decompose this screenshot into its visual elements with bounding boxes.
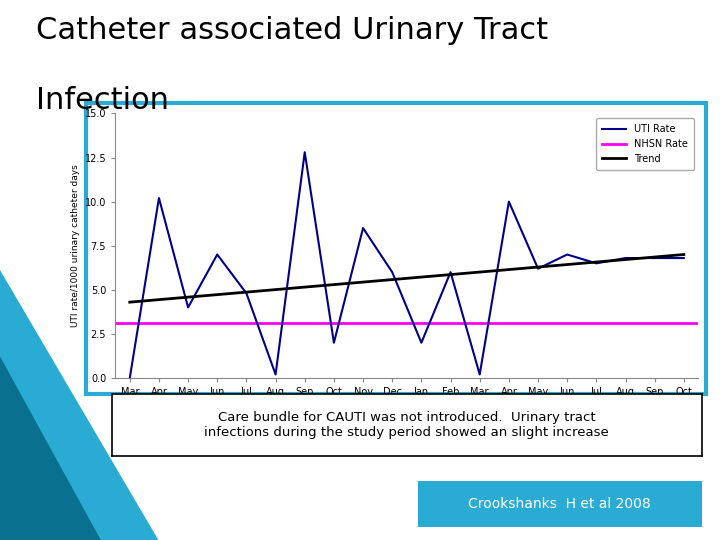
Legend: UTI Rate, NHSN Rate, Trend: UTI Rate, NHSN Rate, Trend (596, 118, 693, 170)
Text: Care bundle for CAUTI was not introduced.  Urinary tract
infections during the s: Care bundle for CAUTI was not introduced… (204, 411, 609, 439)
Text: Crookshanks  H et al 2008: Crookshanks H et al 2008 (469, 497, 651, 510)
Text: Infection: Infection (36, 86, 169, 116)
Text: Catheter associated Urinary Tract: Catheter associated Urinary Tract (36, 16, 548, 45)
Y-axis label: UTI rate/1000 urinary catheter days: UTI rate/1000 urinary catheter days (71, 164, 81, 327)
